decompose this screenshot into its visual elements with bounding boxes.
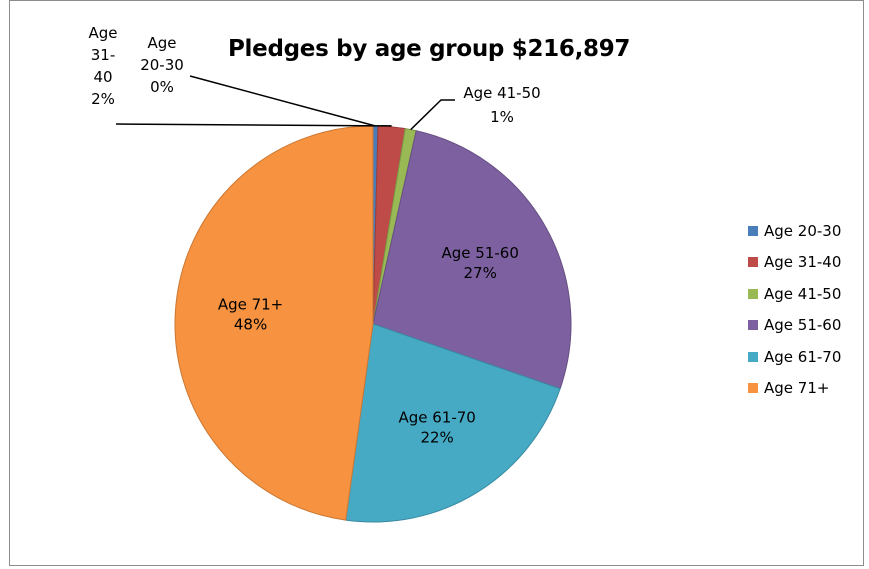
data-label-age-31-40-line2: 31- bbox=[91, 46, 116, 64]
legend-item-age-71: Age 71+ bbox=[748, 373, 841, 405]
data-label-age-20-30-line1: Age bbox=[147, 34, 176, 52]
legend-item-age-41-50: Age 41-50 bbox=[748, 278, 841, 310]
legend-item-age-20-30: Age 20-30 bbox=[748, 215, 841, 247]
data-label-age-31-40-line1: Age bbox=[88, 24, 117, 42]
data-value-age-31-40: 2% bbox=[91, 90, 115, 108]
data-value-age-41-50: 1% bbox=[490, 108, 514, 126]
leader-line-age-31-40 bbox=[115, 123, 392, 127]
legend-label: Age 31-40 bbox=[764, 253, 842, 272]
data-label-age-61-70: Age 61-70 bbox=[398, 409, 475, 427]
data-label-age-71: Age 71+ bbox=[218, 296, 283, 314]
legend-swatch bbox=[748, 288, 758, 299]
legend: Age 20-30 Age 31-40 Age 41-50 Age 51-60 Age … bbox=[748, 215, 841, 404]
data-label-age-31-40-line3: 40 bbox=[93, 68, 112, 86]
legend-label: Age 41-50 bbox=[764, 284, 842, 303]
pie-slice-age-61-70 bbox=[345, 323, 561, 523]
legend-swatch bbox=[748, 383, 758, 394]
chart-title: Pledges by age group $216,897 bbox=[228, 36, 631, 62]
data-label-age-41-50: Age 41-50 bbox=[463, 84, 540, 102]
data-value-age-20-30: 0% bbox=[150, 78, 174, 96]
pie-slice-age-71 bbox=[174, 125, 374, 521]
data-value-age-61-70: 22% bbox=[420, 429, 453, 447]
legend-label: Age 61-70 bbox=[764, 347, 842, 366]
legend-swatch bbox=[748, 320, 758, 331]
data-label-age-51-60: Age 51-60 bbox=[442, 244, 519, 262]
data-value-age-51-60: 27% bbox=[464, 264, 497, 282]
legend-swatch bbox=[748, 225, 758, 236]
data-value-age-71: 48% bbox=[234, 316, 267, 334]
data-label-age-20-30-line2: 20-30 bbox=[140, 56, 184, 74]
legend-swatch bbox=[748, 351, 758, 362]
legend-swatch bbox=[748, 257, 758, 268]
legend-item-age-61-70: Age 61-70 bbox=[748, 341, 841, 373]
leader-line-age-20-30 bbox=[189, 75, 376, 127]
legend-label: Age 51-60 bbox=[764, 316, 842, 335]
legend-label: Age 71+ bbox=[764, 379, 830, 398]
leader-line-age-41-50 bbox=[410, 99, 455, 131]
legend-item-age-31-40: Age 31-40 bbox=[748, 247, 841, 279]
legend-item-age-51-60: Age 51-60 bbox=[748, 310, 841, 342]
legend-label: Age 20-30 bbox=[764, 221, 842, 240]
pie-slice-age-51-60 bbox=[372, 130, 572, 390]
